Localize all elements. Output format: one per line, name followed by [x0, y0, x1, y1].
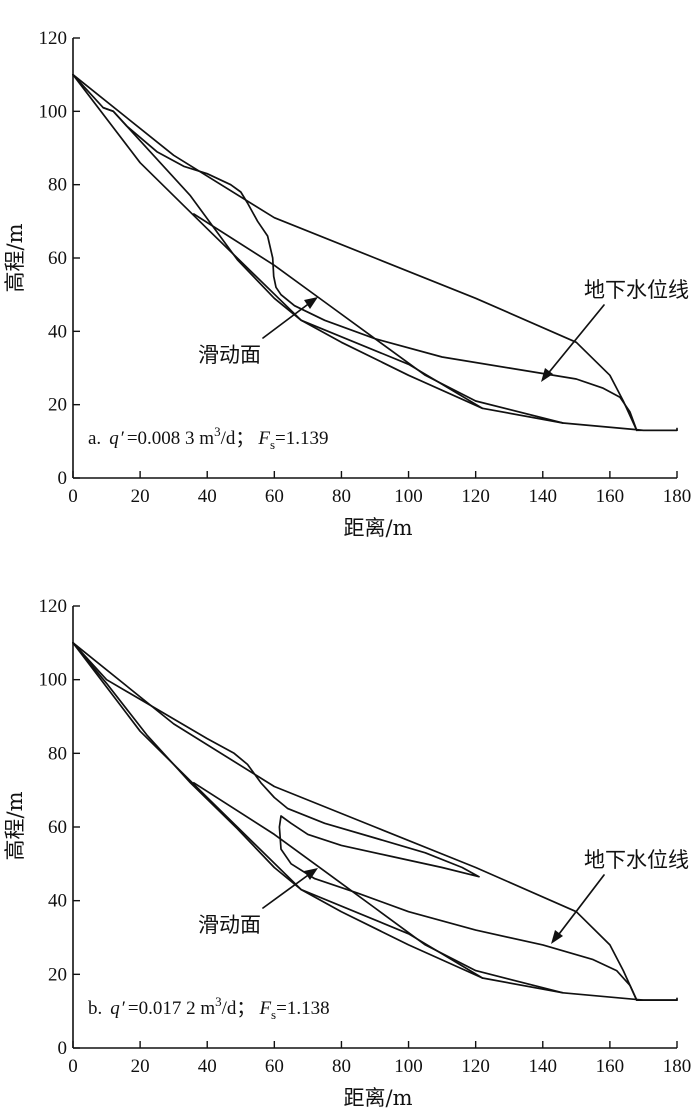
chart-b-xtick-label-4: 80	[332, 1056, 351, 1077]
chart-a-slope-surface-line	[72, 73, 678, 432]
chart-b-slope-surface-line	[72, 641, 678, 1001]
chart-b-ytick-label-2: 40	[48, 891, 67, 912]
chart-a-xtick-label-0: 0	[68, 486, 78, 507]
chart-b-xtick-label-5: 100	[394, 1056, 423, 1077]
chart-b-xlabel: 距离/m	[344, 1086, 413, 1110]
chart-b-slip-surface-line	[192, 781, 564, 994]
chart-b-ytick-label-6: 120	[39, 596, 68, 617]
chart-a-xtick-label-2: 40	[198, 486, 217, 507]
chart-a-xtick-label-3: 60	[265, 486, 284, 507]
chart-b-xtick-label-2: 40	[198, 1056, 217, 1077]
chart-b-groundwater-label: 地下水位线	[584, 848, 689, 872]
chart-b: 0 20 40 60 80 100 120 140 160 180020406080100120 …	[3, 596, 691, 1110]
chart-a-ticks: 0 20 40 60 80 100 120 140 160 180 0 20 40 60 80 100 120	[39, 28, 692, 507]
chart-b-xtick-label-8: 160	[596, 1056, 625, 1077]
chart-b-ytick-label-5: 100	[39, 670, 68, 691]
chart-b-slip-arrowhead	[304, 868, 318, 880]
chart-b-inner-contour-line	[72, 641, 484, 979]
chart-a-groundwater-arrowhead	[541, 368, 553, 382]
chart-b-xtick-label-1: 20	[131, 1056, 150, 1077]
chart-a-groundwater-table-line	[72, 73, 638, 432]
chart-a-xtick-label-5: 100	[394, 486, 423, 507]
chart-b-ytick-label-1: 20	[48, 964, 67, 985]
chart-b-slip-arrow	[262, 872, 312, 909]
chart-b-slope-base-line	[72, 641, 678, 1001]
chart-a-slip-surface-line	[192, 213, 564, 424]
chart-b-caption: b. q ′ =0.017 2 m3/d； Fs=1.138	[88, 994, 330, 1022]
chart-a-ytick-label-4: 80	[48, 175, 67, 196]
chart-b-xtick-label-9: 180	[663, 1056, 692, 1077]
chart-a-curves	[72, 73, 678, 432]
chart-b-xtick-label-7: 140	[529, 1056, 558, 1077]
chart-a-ytick-label-5: 100	[39, 101, 68, 122]
chart-a-slip-label: 滑动面	[198, 343, 261, 367]
chart-a-inner-contour-line	[102, 106, 484, 410]
chart-a-xtick-label-6: 120	[461, 486, 490, 507]
chart-a-caption: a. q ′ =0.008 3 m3/d； Fs=1.139	[88, 424, 329, 452]
chart-b-ylabel: 高程/m	[3, 791, 27, 860]
chart-a-ytick-label-6: 120	[39, 28, 68, 49]
chart-a-slip-arrowhead	[304, 297, 318, 309]
chart-a-ytick-label-3: 60	[48, 248, 67, 269]
chart-a-ytick-label-0: 0	[58, 468, 68, 489]
chart-a-xtick-label-7: 140	[529, 486, 558, 507]
chart-a-xlabel: 距离/m	[344, 516, 413, 540]
chart-a-xtick-label-8: 160	[596, 486, 625, 507]
chart-a-groundwater-arrow	[545, 304, 605, 377]
chart-a-xtick-label-4: 80	[332, 486, 351, 507]
chart-b-slip-label: 滑动面	[198, 913, 261, 937]
chart-b-groundwater-arrowhead	[551, 930, 563, 944]
chart-b-ytick-label-3: 60	[48, 817, 67, 838]
chart-b-xtick-label-0: 0	[68, 1056, 78, 1077]
chart-a: 0 20 40 60 80 100 120 140 160 180020406080100120 …	[3, 28, 691, 540]
chart-a-xtick-label-9: 180	[663, 486, 692, 507]
chart-b-curves	[72, 641, 678, 1001]
chart-b-xtick-label-6: 120	[461, 1056, 490, 1077]
chart-b-groundwater-arrow	[555, 874, 605, 939]
chart-b-ticks: 0 20 40 60 80 100 120 140 160 180 0 20 40 60 80 100 120	[39, 596, 692, 1077]
chart-a-ytick-label-2: 40	[48, 321, 67, 342]
chart-a-ylabel: 高程/m	[3, 223, 27, 292]
chart-a-slope-base-line	[72, 73, 678, 432]
chart-a-xtick-label-1: 20	[131, 486, 150, 507]
chart-b-ytick-label-4: 80	[48, 743, 67, 764]
chart-a-groundwater-label: 地下水位线	[584, 278, 689, 302]
chart-b-ytick-label-0: 0	[58, 1038, 68, 1059]
chart-b-groundwater-table-line	[72, 641, 638, 1001]
chart-b-xtick-label-3: 60	[265, 1056, 284, 1077]
chart-a-slip-arrow	[262, 301, 312, 339]
chart-a-ytick-label-1: 20	[48, 395, 67, 416]
